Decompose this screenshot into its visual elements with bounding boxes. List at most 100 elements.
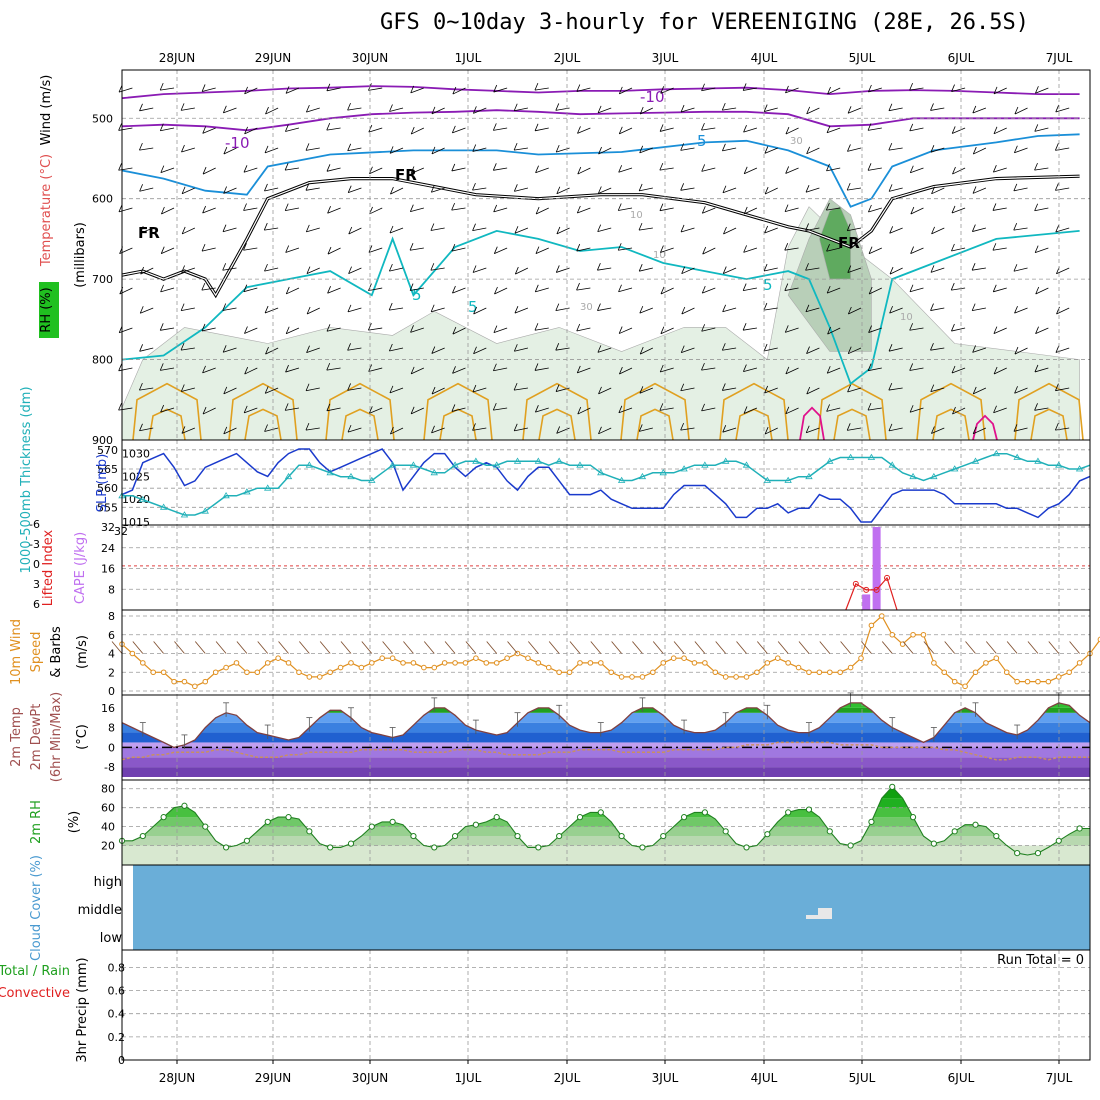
wind-barb-flag: [534, 123, 539, 131]
thickness-marker: [638, 472, 647, 480]
wind-barb: [931, 427, 945, 434]
wind10-marker: [337, 664, 344, 671]
wind-barb: [534, 127, 549, 132]
wind-barb-flag: [139, 103, 143, 111]
wind10-marker: [577, 660, 583, 666]
wind-barb-flag: [306, 306, 311, 315]
wind10-barb: [423, 641, 435, 654]
temp-tick: -8: [104, 761, 115, 774]
wind-barb: [535, 207, 549, 215]
slp-frame: [121, 439, 1091, 526]
contour-label: 30: [580, 302, 593, 313]
wind-barb: [763, 347, 778, 352]
wind-barb: [368, 287, 383, 292]
wind-barb: [598, 427, 612, 435]
wind-barb-flag: [722, 143, 726, 151]
wind-barb-flag: [992, 203, 997, 211]
isotherm-15-loop: [341, 408, 379, 441]
contour-label: 30: [790, 136, 803, 147]
rh-marker: [868, 818, 875, 825]
temp-band: [122, 707, 1090, 713]
contour-label: -10: [225, 134, 250, 152]
wind10-barb: [382, 641, 393, 654]
wind-barb-flag: [867, 163, 872, 171]
wind-barb-flag: [577, 406, 582, 415]
wind-barb: [743, 367, 758, 372]
wind-barb-flag: [931, 186, 935, 194]
wind-barb: [431, 187, 445, 193]
wind-barb-flag: [472, 106, 477, 114]
wind-barb: [285, 407, 300, 411]
wind-barb-flag: [493, 363, 497, 371]
wind10-barb: [236, 641, 248, 654]
contour-label: 10: [630, 210, 643, 221]
thickness-marker: [701, 461, 709, 468]
thickness-marker: [159, 503, 168, 510]
wind-barb-flag: [1014, 306, 1018, 314]
wind10-marker: [764, 660, 771, 666]
wind-barb-flag: [409, 283, 414, 291]
wind-barb-flag: [577, 166, 582, 175]
thickness-marker: [763, 476, 772, 483]
wind-barb-flag: [743, 124, 747, 133]
wind10-marker: [223, 664, 229, 671]
wind-barb-flag: [202, 126, 207, 134]
li-marker: [863, 586, 870, 593]
wind-barb-flag: [514, 306, 519, 314]
wind-barb-flag: [576, 323, 581, 332]
wind-barb: [473, 347, 487, 355]
wind-barb: [805, 267, 820, 271]
wind-barb: [680, 107, 695, 113]
wind-barb-flag: [992, 284, 997, 292]
wind-barb: [327, 287, 341, 294]
wind-barb: [722, 187, 737, 194]
wind10-marker: [431, 664, 438, 671]
wind10-marker: [275, 655, 281, 661]
wind-barb-flag: [1055, 383, 1059, 391]
run-total: Run Total = 0: [997, 953, 1084, 968]
wind-barb: [785, 87, 799, 94]
wind-barb: [930, 267, 945, 273]
wind-barb: [347, 427, 362, 433]
wind-barb: [868, 87, 882, 93]
cape-tick: 16: [101, 563, 115, 576]
wind-barb-flag: [743, 166, 748, 174]
wind-barb-flag: [638, 424, 643, 432]
wind-barb: [619, 367, 633, 375]
wind-barb-flag: [327, 286, 331, 294]
wind-barb-flag: [764, 225, 769, 234]
wind-barb: [993, 287, 1007, 293]
temp-axis-label-1: 2m Temp: [9, 707, 24, 767]
wind-barb: [577, 207, 591, 214]
wind-barb-flag: [493, 84, 498, 93]
wind-barb-flag: [535, 246, 540, 254]
wind-barb: [1014, 387, 1028, 394]
thickness-tick: 565: [97, 463, 118, 476]
wind10-barb: [340, 641, 352, 654]
wind-barb-flag: [243, 165, 248, 173]
date-label-top: 28JUN: [159, 51, 196, 65]
wind-barb: [118, 127, 133, 131]
wind-barb: [598, 147, 612, 155]
temp-band: [122, 757, 1090, 768]
wind-barb: [285, 87, 300, 94]
wind10-marker: [920, 631, 927, 638]
wind-barb-flag: [951, 323, 955, 332]
wind-barb: [556, 227, 570, 235]
wind10-barb: [632, 641, 643, 654]
wind-barb: [223, 427, 237, 435]
wind10-marker: [608, 669, 615, 676]
wind-barb-flag: [930, 265, 935, 273]
wind-barb: [638, 227, 653, 231]
cape-tick: 8: [108, 583, 115, 596]
wind-barb: [202, 367, 216, 374]
wind-barb: [785, 367, 799, 375]
wind10-marker: [1055, 674, 1062, 680]
wind-barb: [1055, 187, 1070, 191]
isotherm-10-loop: [620, 382, 690, 441]
wind-barb-flag: [827, 326, 831, 335]
wind-barb-flag: [243, 284, 248, 292]
thickness-marker: [305, 461, 314, 468]
wind10-marker: [400, 660, 406, 666]
wind-barb: [389, 387, 404, 394]
